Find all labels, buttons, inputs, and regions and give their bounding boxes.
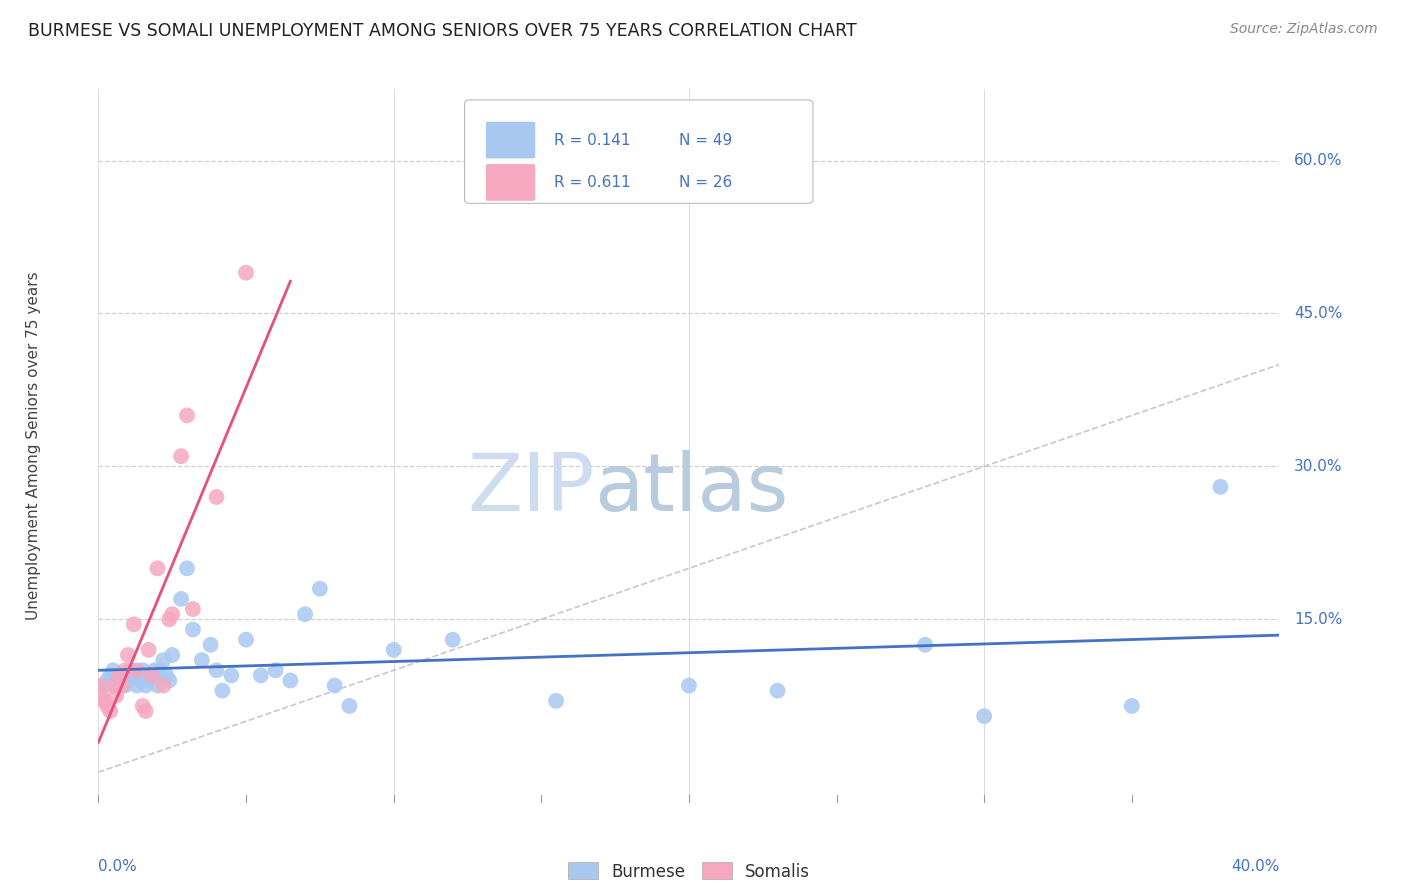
Point [90, 689, 112, 703]
Point [176, 409, 198, 423]
Point [235, 266, 257, 280]
Point [219, 668, 242, 682]
Point [205, 490, 228, 504]
Text: 0.0%: 0.0% [98, 859, 138, 874]
Point [766, 683, 789, 698]
Point [152, 653, 174, 667]
Point [544, 694, 567, 708]
Point [382, 643, 405, 657]
Point [135, 679, 157, 693]
Point [149, 663, 172, 677]
Point [143, 663, 166, 677]
Point [138, 643, 160, 657]
Point [678, 679, 700, 693]
Point [117, 648, 139, 662]
Text: Unemployment Among Seniors over 75 years: Unemployment Among Seniors over 75 years [25, 272, 41, 620]
Point [108, 668, 131, 682]
Text: 60.0%: 60.0% [1294, 153, 1343, 168]
Point [973, 709, 995, 723]
Point [152, 679, 174, 693]
Point [157, 612, 180, 626]
FancyBboxPatch shape [464, 100, 813, 203]
FancyBboxPatch shape [486, 121, 536, 159]
Point [250, 668, 273, 682]
Point [125, 663, 148, 677]
Text: N = 26: N = 26 [679, 175, 733, 190]
FancyBboxPatch shape [486, 164, 536, 201]
Point [105, 679, 128, 693]
Point [278, 673, 302, 688]
Point [111, 668, 134, 682]
Point [138, 673, 160, 688]
Point [111, 679, 134, 693]
Point [120, 663, 142, 677]
Point [309, 582, 332, 596]
Point [122, 617, 145, 632]
Point [146, 561, 169, 575]
Text: 45.0%: 45.0% [1294, 306, 1343, 321]
Point [1209, 480, 1232, 494]
Legend: Burmese, Somalis: Burmese, Somalis [561, 855, 817, 888]
Point [105, 689, 128, 703]
Point [294, 607, 316, 622]
Point [114, 679, 136, 693]
Text: 15.0%: 15.0% [1294, 612, 1343, 627]
Point [162, 607, 183, 622]
Text: BURMESE VS SOMALI UNEMPLOYMENT AMONG SENIORS OVER 75 YEARS CORRELATION CHART: BURMESE VS SOMALI UNEMPLOYMENT AMONG SEN… [28, 22, 856, 40]
Text: atlas: atlas [595, 450, 789, 528]
Point [108, 673, 131, 688]
Point [125, 679, 148, 693]
Point [170, 591, 193, 606]
Point [122, 668, 145, 682]
Point [170, 449, 193, 463]
Point [914, 638, 936, 652]
Point [141, 668, 163, 682]
Point [441, 632, 464, 647]
Point [132, 663, 155, 677]
Point [337, 698, 360, 713]
Point [323, 679, 346, 693]
Point [191, 653, 214, 667]
Point [181, 623, 204, 637]
Point [135, 704, 157, 718]
Point [117, 673, 139, 688]
Point [87, 679, 110, 693]
Text: ZIP: ZIP [467, 450, 595, 528]
Point [103, 679, 125, 693]
Text: R = 0.611: R = 0.611 [554, 175, 631, 190]
Point [157, 673, 180, 688]
Point [93, 679, 115, 693]
Point [93, 694, 115, 708]
Text: Source: ZipAtlas.com: Source: ZipAtlas.com [1230, 22, 1378, 37]
Point [181, 602, 204, 616]
Point [264, 663, 287, 677]
Point [141, 668, 163, 682]
Point [98, 704, 121, 718]
Point [1121, 698, 1143, 713]
Point [205, 663, 228, 677]
Point [96, 698, 118, 713]
Text: 40.0%: 40.0% [1232, 859, 1279, 874]
Point [162, 648, 183, 662]
Point [128, 673, 150, 688]
Point [155, 668, 177, 682]
Point [146, 679, 169, 693]
Text: N = 49: N = 49 [679, 133, 733, 147]
Point [176, 561, 198, 575]
Text: 30.0%: 30.0% [1294, 458, 1343, 474]
Point [103, 663, 125, 677]
Point [96, 673, 118, 688]
Text: R = 0.141: R = 0.141 [554, 133, 631, 147]
Point [98, 668, 121, 682]
Point [211, 683, 233, 698]
Point [132, 698, 155, 713]
Point [200, 638, 222, 652]
Point [114, 663, 136, 677]
Point [235, 632, 257, 647]
